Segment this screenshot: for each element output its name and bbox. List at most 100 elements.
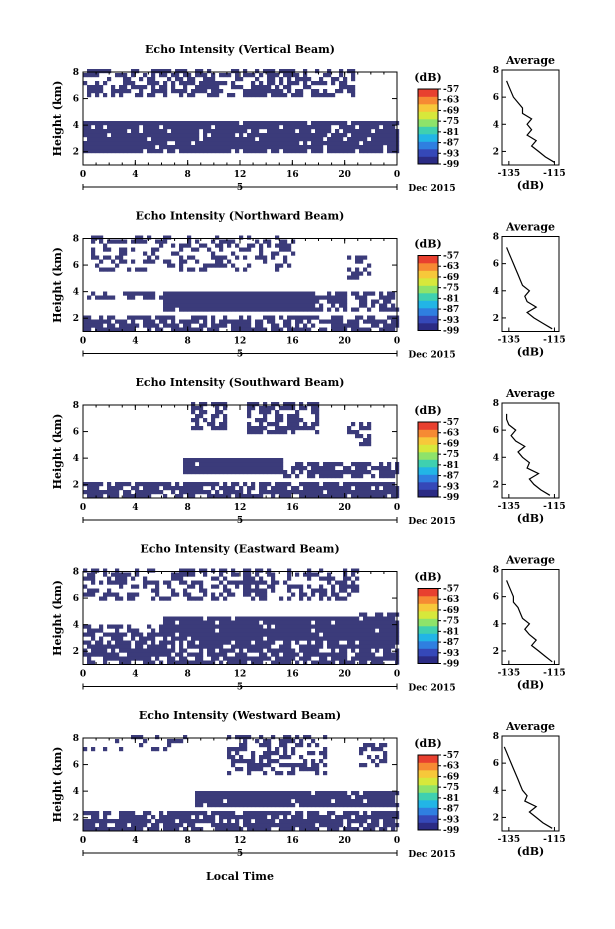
echo-cell	[227, 73, 232, 78]
echo-cell	[227, 303, 232, 308]
echo-cell	[87, 323, 92, 328]
echo-cell	[259, 73, 264, 78]
echo-cell	[163, 81, 168, 86]
echo-cell	[139, 235, 144, 240]
echo-cell	[247, 93, 252, 98]
echo-cell	[143, 490, 148, 495]
echo-cell	[339, 299, 344, 304]
echo-cell	[315, 430, 320, 435]
echo-cell	[367, 815, 372, 820]
echo-cell	[287, 624, 292, 629]
echo-cell	[255, 799, 260, 804]
echo-cell	[263, 795, 268, 800]
echo-cell	[91, 486, 96, 491]
echo-cell	[207, 795, 212, 800]
echo-cell	[107, 819, 112, 824]
echo-cell	[307, 129, 312, 134]
echo-cell	[203, 303, 208, 308]
echo-cell	[279, 315, 284, 320]
echo-cell	[139, 644, 144, 649]
echo-cell	[119, 819, 124, 824]
echo-cell	[227, 239, 232, 244]
colorbar-unit: (dB)	[414, 571, 441, 584]
echo-cell	[167, 827, 172, 832]
echo-cell	[183, 572, 188, 577]
echo-cell	[223, 815, 228, 820]
echo-cell	[143, 640, 148, 645]
echo-cell	[219, 652, 224, 657]
echo-cell	[259, 319, 264, 324]
echo-cell	[299, 327, 304, 332]
echo-cell	[239, 759, 244, 764]
echo-cell	[259, 624, 264, 629]
echo-cell	[383, 474, 388, 479]
echo-cell	[195, 295, 200, 300]
echo-cell	[319, 141, 324, 146]
echo-cell	[251, 632, 256, 637]
echo-cell	[283, 255, 288, 260]
echo-cell	[375, 624, 380, 629]
echo-cell	[319, 466, 324, 471]
echo-cell	[359, 327, 364, 332]
echo-cell	[219, 799, 224, 804]
echo-cell	[307, 291, 312, 296]
panel-title: Echo Intensity (Northward Beam)	[136, 210, 345, 223]
echo-cell	[243, 640, 248, 645]
echo-cell	[107, 149, 112, 154]
echo-cell	[91, 572, 96, 577]
echo-cell	[347, 592, 352, 597]
echo-cell	[203, 418, 208, 423]
x-tick-label: 16	[286, 170, 299, 180]
echo-cell	[151, 747, 156, 752]
echo-cell	[147, 323, 152, 328]
echo-cell	[171, 592, 176, 597]
echo-cell	[363, 490, 368, 495]
echo-cell	[303, 735, 308, 740]
echo-cell	[371, 125, 376, 130]
echo-cell	[379, 319, 384, 324]
echo-cell	[359, 636, 364, 641]
echo-cell	[387, 315, 392, 320]
echo-cell	[379, 743, 384, 748]
echo-cell	[91, 636, 96, 641]
echo-cell	[279, 823, 284, 828]
echo-cell	[355, 267, 360, 272]
echo-cell	[215, 235, 220, 240]
echo-cell	[159, 482, 164, 487]
echo-cell	[339, 470, 344, 475]
echo-cell	[207, 125, 212, 130]
echo-cell	[103, 141, 108, 146]
echo-cell	[163, 644, 168, 649]
echo-cell	[379, 129, 384, 134]
echo-cell	[279, 295, 284, 300]
echo-cell	[111, 259, 116, 264]
average-title: Average	[505, 221, 555, 234]
echo-cell	[239, 628, 244, 633]
echo-cell	[375, 137, 380, 142]
echo-cell	[295, 763, 300, 768]
echo-cell	[343, 482, 348, 487]
echo-cell	[191, 406, 196, 411]
echo-cell	[387, 799, 392, 804]
echo-cell	[247, 588, 252, 593]
echo-cell	[271, 819, 276, 824]
echo-cell	[371, 616, 376, 621]
echo-cell	[215, 791, 220, 796]
echo-cell	[351, 811, 356, 816]
echo-cell	[207, 494, 212, 499]
echo-cell	[291, 125, 296, 130]
echo-cell	[111, 486, 116, 491]
echo-cell	[331, 636, 336, 641]
echo-cell	[243, 811, 248, 816]
echo-cell	[299, 620, 304, 625]
echo-cell	[303, 149, 308, 154]
echo-cell	[103, 568, 108, 573]
echo-cell	[391, 791, 396, 796]
echo-cell	[183, 486, 188, 491]
echo-cell	[283, 125, 288, 130]
echo-cell	[239, 133, 244, 138]
echo-cell	[127, 141, 132, 146]
echo-cell	[335, 149, 340, 154]
echo-cell	[155, 81, 160, 86]
echo-cell	[271, 458, 276, 463]
